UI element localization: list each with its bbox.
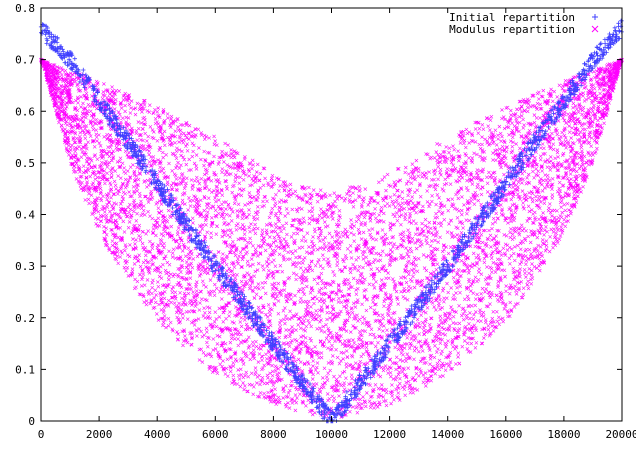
x-tick-label: 12000: [373, 428, 406, 441]
y-tick-labels: 0 0.1 0.2 0.3 0.4 0.5 0.6 0.7 0.8: [15, 2, 35, 428]
series-modulus-repartition: [39, 57, 624, 420]
y-tick-label: 0.7: [15, 54, 35, 67]
y-tick-label: 0.3: [15, 260, 35, 273]
y-tick-label: 0.6: [15, 105, 35, 118]
x-tick-label: 16000: [489, 428, 522, 441]
x-tick-label: 8000: [260, 428, 287, 441]
x-tick-label: 6000: [202, 428, 229, 441]
y-tick-label: 0.4: [15, 209, 35, 222]
x-tick-labels: 0 2000 4000 6000 8000 10000 12000 14000 16000 180…: [38, 428, 636, 441]
x-tick-label: 4000: [144, 428, 171, 441]
y-tick-label: 0.8: [15, 2, 35, 15]
modulus-points: [39, 57, 624, 420]
y-tick-label: 0.1: [15, 363, 35, 376]
x-tick-label: 10000: [315, 428, 348, 441]
x-tick-label: 2000: [86, 428, 113, 441]
series-initial-repartition: [38, 18, 624, 424]
initial-points: [38, 18, 624, 424]
y-tick-label: 0.2: [15, 312, 35, 325]
axis-ticks: [40, 7, 623, 422]
x-tick-label: 18000: [547, 428, 580, 441]
legend-label-initial: Initial repartition: [449, 11, 575, 24]
x-tick-label: 0: [38, 428, 45, 441]
y-tick-label: 0: [28, 415, 35, 428]
y-tick-label: 0.5: [15, 157, 35, 170]
legend-symbol-modulus: [591, 25, 599, 33]
legend-symbol-initial: [592, 14, 598, 20]
legend-x-marker: [591, 25, 599, 33]
x-tick-label: 14000: [431, 428, 464, 441]
legend-plus-marker: [592, 14, 598, 20]
legend-label-modulus: Modulus repartition: [449, 23, 575, 36]
x-tick-label: 20000: [605, 428, 636, 441]
legend: Initial repartition Modulus repartition: [449, 11, 599, 36]
